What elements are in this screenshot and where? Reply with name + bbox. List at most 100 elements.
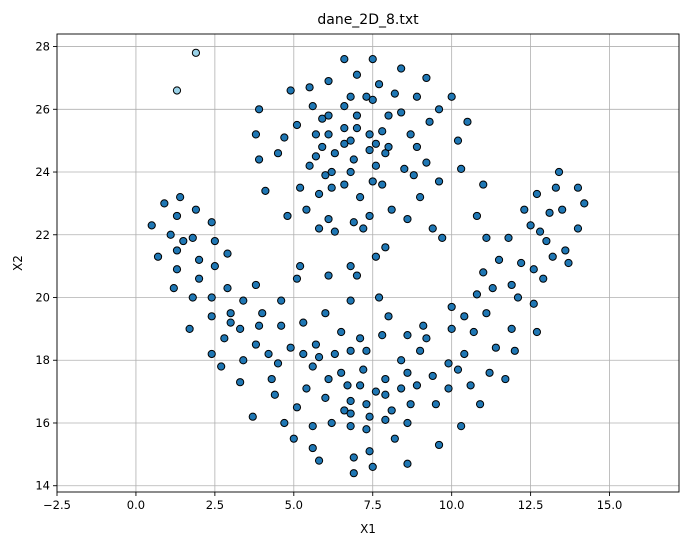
data-point [362, 400, 371, 409]
data-point [251, 130, 261, 139]
x-tick-label: 2.5 [206, 498, 224, 512]
data-point [261, 186, 270, 195]
data-point [346, 409, 355, 418]
data-point [352, 111, 362, 120]
data-point [365, 447, 374, 456]
data-point [488, 283, 497, 293]
data-point [324, 214, 333, 224]
data-point [554, 167, 564, 177]
data-point [371, 161, 380, 170]
data-point [346, 422, 355, 431]
data-point [472, 290, 482, 299]
data-point [460, 349, 469, 359]
data-point [226, 309, 235, 318]
data-point [153, 252, 163, 261]
data-point [324, 374, 333, 384]
data-point [273, 149, 283, 158]
data-point [254, 105, 264, 114]
data-point [299, 318, 308, 327]
data-point [292, 274, 302, 283]
data-point [494, 255, 504, 264]
data-point [356, 381, 365, 390]
data-point [321, 393, 330, 402]
data-point [529, 265, 538, 274]
data-point [207, 312, 216, 321]
data-point [378, 180, 387, 189]
data-point [460, 312, 469, 321]
x-tick-label: 12.5 [518, 498, 544, 512]
data-point [365, 211, 374, 221]
data-point [169, 283, 178, 293]
data-point [390, 89, 399, 98]
data-point [368, 54, 377, 64]
y-tick-label: 14 [35, 479, 50, 493]
plot-frame [56, 33, 680, 493]
data-point [403, 459, 412, 468]
data-point [463, 117, 472, 126]
data-point [273, 359, 283, 368]
data-point [444, 359, 453, 368]
data-point [482, 233, 491, 243]
data-point [318, 142, 327, 152]
data-point [346, 136, 355, 145]
data-point [327, 418, 336, 428]
data-point [561, 246, 570, 255]
data-point [330, 227, 339, 236]
data-point [337, 327, 346, 337]
data-point [296, 262, 305, 271]
data-point [403, 214, 412, 224]
data-point [311, 340, 321, 349]
data-point [564, 258, 573, 268]
data-point [415, 193, 425, 202]
data-point [365, 145, 374, 155]
data-point [188, 233, 197, 243]
data-point [327, 167, 336, 177]
data-point [286, 86, 295, 95]
data-point [254, 155, 264, 164]
data-point [356, 193, 365, 202]
data-point [349, 218, 358, 227]
data-point [434, 177, 444, 186]
data-point [529, 299, 538, 308]
data-point [166, 230, 175, 239]
data-point [251, 340, 261, 349]
data-point [374, 80, 384, 89]
data-point [453, 136, 463, 145]
data-point [318, 114, 327, 123]
data-point [482, 309, 491, 318]
data-point [359, 224, 368, 233]
data-point [422, 158, 431, 167]
data-point [491, 343, 500, 352]
data-point [172, 211, 182, 221]
y-axis-label: X2 [11, 255, 25, 271]
data-point [172, 265, 182, 274]
data-point [346, 396, 355, 406]
data-point [308, 422, 317, 431]
data-point [258, 309, 267, 318]
data-point [176, 193, 185, 202]
data-point [390, 434, 399, 443]
data-point [485, 368, 494, 377]
data-point [207, 349, 216, 359]
y-tick-label: 16 [35, 416, 50, 430]
data-point [340, 406, 349, 415]
data-point [558, 205, 567, 214]
data-point [397, 356, 406, 365]
data-point [457, 422, 466, 431]
data-point [362, 346, 371, 355]
data-point [349, 155, 358, 164]
data-point [236, 324, 245, 333]
data-point [374, 293, 384, 302]
data-point [573, 224, 583, 233]
data-point [191, 205, 201, 214]
data-point [532, 189, 542, 199]
scatter-points [147, 48, 589, 478]
data-point [573, 183, 583, 192]
data-point [415, 346, 425, 355]
data-point [302, 384, 311, 393]
data-point [207, 293, 216, 302]
data-point [545, 208, 554, 217]
data-point [542, 236, 551, 246]
data-point [431, 400, 440, 409]
data-point [356, 334, 365, 343]
